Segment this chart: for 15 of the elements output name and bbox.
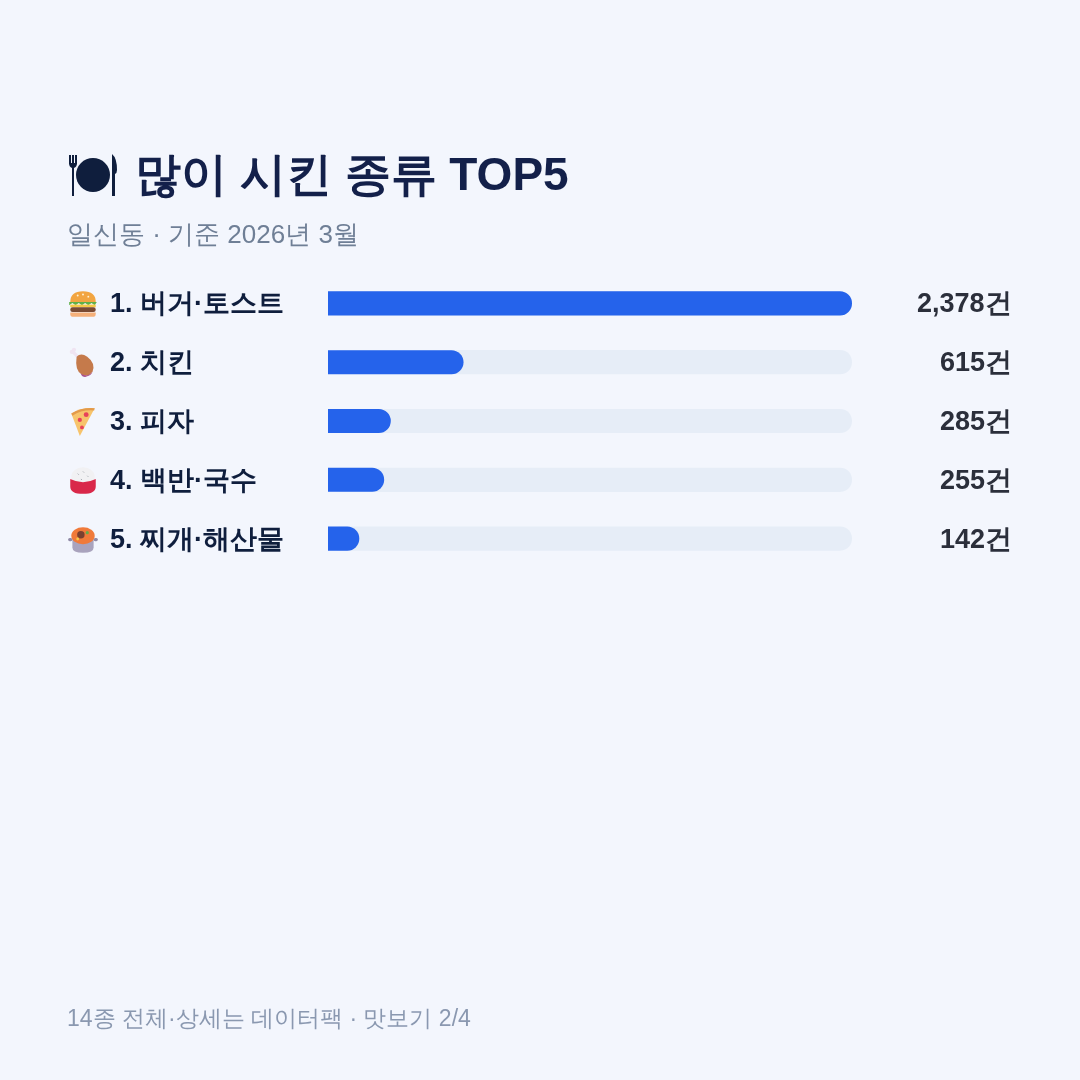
y-tick-label: 4. 백반·국수 <box>110 465 258 495</box>
chart-subtitle: 일신동 · 기준 2026년 3월 <box>67 219 359 249</box>
data-label: 285건 <box>940 406 1013 436</box>
y-tick-label: 2. 치킨 <box>110 347 195 377</box>
y-tick-label: 5. 찌개·해산물 <box>110 524 285 554</box>
chart-title: 많이 시킨 종류 TOP5 <box>135 148 569 201</box>
y-tick-label: 3. 피자 <box>110 406 195 436</box>
y-tick-label: 1. 버거·토스트 <box>110 288 285 318</box>
data-label: 142건 <box>940 524 1013 554</box>
data-label: 2,378건 <box>917 288 1012 318</box>
bar <box>328 408 391 434</box>
data-label: 615건 <box>940 347 1013 377</box>
data-label: 255건 <box>940 465 1013 495</box>
text: 14종 전체·상세는 데이터팩 · 맛보기 2/4 <box>67 1005 472 1031</box>
bar <box>328 467 385 492</box>
